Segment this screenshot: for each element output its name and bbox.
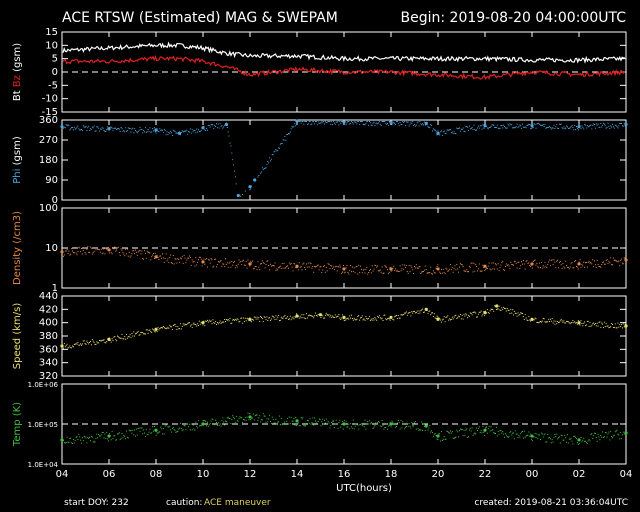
x-tick-label: 16 xyxy=(338,469,351,480)
x-tick-label: 06 xyxy=(103,469,116,480)
y-tick-label: 380 xyxy=(39,331,58,342)
series-scatter-density xyxy=(63,246,626,275)
y-axis-label-part: Bt xyxy=(12,90,23,101)
panel-frame xyxy=(61,295,627,377)
y-axis-label: Phi (gsm) xyxy=(12,136,23,184)
data-point-speed xyxy=(248,317,252,321)
data-point-speed xyxy=(154,327,158,331)
y-tick-label: 440 xyxy=(39,291,58,302)
data-point-speed xyxy=(624,324,628,328)
x-tick-label: 00 xyxy=(526,469,539,480)
x-axis-label: UTC(hours) xyxy=(336,483,392,494)
y-tick-label: 10 xyxy=(45,243,58,254)
data-point-temp xyxy=(483,428,487,432)
y-tick-label: 360 xyxy=(39,115,58,126)
y-axis-label: Density (/cm3) xyxy=(12,211,23,285)
y-tick-label: 0 xyxy=(52,195,58,206)
data-point-temp xyxy=(60,438,64,442)
data-point-temp xyxy=(342,422,346,426)
y-tick-label: 1 xyxy=(52,283,58,294)
data-point-temp xyxy=(248,415,252,419)
data-point-speed xyxy=(389,315,393,319)
y-axis-label-part: (gsm) xyxy=(12,136,23,168)
start-doy: start DOY: 232 xyxy=(64,498,129,508)
data-point-density xyxy=(201,260,205,264)
x-tick-label: 08 xyxy=(150,469,163,480)
data-point-phi xyxy=(624,122,628,127)
data-point-density xyxy=(342,267,346,271)
y-axis-label-part: (gsm) xyxy=(12,43,23,75)
y-tick-label: -15 xyxy=(42,107,58,118)
data-point-phi xyxy=(424,121,428,125)
x-tick-label: 14 xyxy=(291,469,304,480)
data-point-density xyxy=(60,250,64,254)
caution-value: ACE maneuver xyxy=(204,498,271,508)
y-tick-label: 360 xyxy=(39,344,58,355)
series-scatter-temp xyxy=(63,412,626,445)
created-time: created: 2019-08-21 03:36:04UTC xyxy=(474,498,628,508)
y-tick-label: -10 xyxy=(42,94,58,105)
y-axis-label: Speed (km/s) xyxy=(12,303,23,370)
data-point-temp xyxy=(577,438,581,442)
begin-time: Begin: 2019-08-20 04:00:00UTC xyxy=(400,10,626,26)
y-tick-label: -5 xyxy=(48,80,58,91)
y-axis-label-part: Speed xyxy=(12,338,23,369)
y-axis-label-part: (/cm3) xyxy=(12,211,23,247)
caution-label: caution: xyxy=(166,498,203,508)
x-tick-label: 10 xyxy=(197,469,210,480)
y-tick-label: 15 xyxy=(45,27,58,38)
y-axis-label-part: Temp xyxy=(12,419,23,447)
data-point-density xyxy=(107,248,111,252)
data-point-speed xyxy=(342,315,346,319)
series-line-bt xyxy=(62,41,625,64)
series-line-bz xyxy=(62,54,626,81)
y-tick-label: 10 xyxy=(45,40,58,51)
y-tick-label: 5 xyxy=(52,54,58,65)
y-tick-label: 420 xyxy=(39,304,58,315)
y-tick-label: 320 xyxy=(39,371,58,382)
data-point-density xyxy=(483,264,487,268)
data-point-density xyxy=(577,262,581,266)
y-tick-label: 1.0E+05 xyxy=(28,421,58,429)
y-tick-label: 100 xyxy=(39,203,58,214)
y-tick-label: 270 xyxy=(39,135,58,146)
data-point-temp xyxy=(436,434,440,438)
x-tick-label: 04 xyxy=(56,469,69,480)
y-axis-label-part: (K) xyxy=(12,402,23,420)
y-tick-label: 400 xyxy=(39,318,58,329)
y-axis-label-part: (km/s) xyxy=(12,303,23,338)
chart-title: ACE RTSW (Estimated) MAG & SWEPAM xyxy=(62,10,338,26)
y-axis-label: Temp (K) xyxy=(12,402,23,447)
series-scatter-phi xyxy=(63,121,626,198)
y-tick-label: 340 xyxy=(39,358,58,369)
data-point-phi xyxy=(60,125,64,129)
data-point-phi xyxy=(530,123,534,128)
data-point-phi xyxy=(248,185,252,189)
y-tick-label: 180 xyxy=(39,155,58,166)
x-tick-label: 20 xyxy=(432,469,445,480)
y-tick-label: 0 xyxy=(52,67,58,78)
y-axis-label-part: Density xyxy=(12,247,23,285)
y-axis-label-part: Bz xyxy=(12,75,23,90)
y-axis-label-part: Phi xyxy=(12,169,23,184)
data-point-speed xyxy=(60,344,64,348)
y-tick-label: 1.0E+06 xyxy=(28,381,59,389)
x-tick-label: 18 xyxy=(385,469,398,480)
data-point-speed xyxy=(577,321,581,325)
y-tick-label: 90 xyxy=(45,175,58,186)
x-tick-label: 02 xyxy=(573,469,586,480)
series-scatter-speed xyxy=(63,305,626,349)
data-point-phi xyxy=(253,178,257,182)
data-point-density xyxy=(624,258,628,262)
x-tick-label: 22 xyxy=(479,469,492,480)
data-point-temp xyxy=(424,424,428,428)
y-tick-label: 1.0E+04 xyxy=(28,461,59,469)
x-tick-label: 12 xyxy=(244,469,257,480)
x-tick-label: 04 xyxy=(620,469,633,480)
data-point-speed xyxy=(436,317,440,321)
y-axis-label: Bt Bz (gsm) xyxy=(12,43,23,101)
data-point-speed xyxy=(201,321,205,325)
data-point-phi xyxy=(236,193,240,198)
